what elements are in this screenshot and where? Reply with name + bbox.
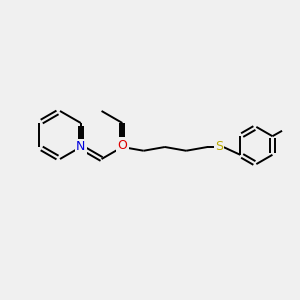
Text: N: N <box>118 140 127 154</box>
Text: S: S <box>215 140 223 154</box>
Text: N: N <box>76 140 86 154</box>
Text: O: O <box>117 139 127 152</box>
